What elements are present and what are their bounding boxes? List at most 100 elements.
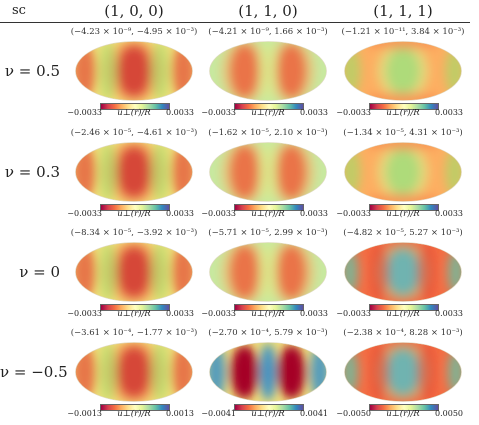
map-region — [367, 41, 439, 50]
map-region — [220, 41, 269, 101]
sphere-map — [344, 242, 462, 302]
colorbar — [100, 304, 170, 311]
range-label: (−4.82 × 10⁻⁵, 5.27 × 10⁻³) — [343, 228, 463, 238]
range-label: (−1.34 × 10⁻⁵, 4.31 × 10⁻³) — [343, 128, 463, 138]
colorbar-label: u⊥(r)/R — [117, 209, 151, 219]
map-outline — [75, 342, 193, 402]
map-region — [417, 342, 437, 402]
map-outline — [209, 342, 327, 402]
colorbar — [100, 404, 170, 411]
range-label: (−1.62 × 10⁻⁵, 2.10 × 10⁻³) — [208, 128, 328, 138]
range-label: (−8.34 × 10⁻⁵, −3.92 × 10⁻³) — [70, 228, 198, 238]
map-region — [98, 342, 118, 402]
map-region — [377, 343, 429, 401]
colorbar-max: 0.0033 — [435, 108, 463, 117]
colorbar — [369, 304, 439, 311]
map-region — [105, 242, 163, 302]
sphere-map — [344, 41, 462, 101]
map-region — [220, 242, 269, 302]
sphere-map — [209, 142, 327, 202]
map-region — [367, 193, 439, 202]
colorbar — [234, 404, 304, 411]
map-region — [310, 343, 327, 401]
map-region — [377, 42, 429, 100]
sphere-map — [75, 342, 193, 402]
colorbar-min: −0.0033 — [201, 108, 236, 117]
map-region — [259, 242, 277, 302]
map-region — [98, 142, 118, 202]
map-region — [369, 342, 389, 402]
row-label: ν = −0.5 — [0, 363, 68, 381]
colorbar-min: −0.0041 — [201, 409, 236, 418]
colorbar-min: −0.0033 — [336, 108, 371, 117]
column-header: (1, 1, 1) — [373, 2, 433, 20]
map-region — [98, 41, 118, 101]
colorbar — [234, 304, 304, 311]
sphere-map — [209, 242, 327, 302]
sphere-map — [75, 41, 193, 101]
colorbar-min: −0.0033 — [67, 209, 102, 218]
colorbar — [100, 204, 170, 211]
sphere-map — [75, 142, 193, 202]
colorbar-max: 0.0041 — [300, 409, 328, 418]
column-header: (1, 0, 0) — [104, 2, 164, 20]
colorbar — [369, 204, 439, 211]
row-label: ν = 0 — [19, 263, 60, 281]
colorbar-max: 0.0033 — [166, 108, 194, 117]
colorbar-max: 0.0033 — [435, 309, 463, 318]
map-outline — [75, 242, 193, 302]
colorbar-label: u⊥(r)/R — [386, 209, 420, 219]
colorbar-min: −0.0033 — [201, 209, 236, 218]
colorbar-label: u⊥(r)/R — [251, 309, 285, 319]
map-region — [230, 345, 259, 399]
map-region — [367, 142, 439, 151]
colorbar-max: 0.0050 — [435, 409, 463, 418]
range-label: (−1.21 × 10⁻¹¹, 3.84 × 10⁻³) — [341, 27, 465, 37]
colorbar-max: 0.0033 — [166, 209, 194, 218]
map-region — [367, 92, 439, 101]
map-region — [377, 243, 429, 301]
map-region — [220, 142, 269, 202]
map-outline — [209, 142, 327, 202]
colorbar-max: 0.0033 — [300, 309, 328, 318]
colorbar — [234, 103, 304, 110]
map-region — [268, 242, 316, 302]
colorbar — [100, 103, 170, 110]
header-rule — [0, 22, 470, 23]
colorbar-label: u⊥(r)/R — [386, 309, 420, 319]
colorbar-min: −0.0050 — [336, 409, 371, 418]
sphere-map — [209, 342, 327, 402]
map-outline — [344, 342, 462, 402]
map-outline — [209, 242, 327, 302]
colorbar — [369, 103, 439, 110]
map-region — [150, 142, 170, 202]
row-label: ν = 0.3 — [4, 163, 60, 181]
range-label: (−3.61 × 10⁻⁴, −1.77 × 10⁻³) — [70, 328, 198, 338]
colorbar-label: u⊥(r)/R — [251, 108, 285, 118]
sphere-map — [344, 142, 462, 202]
colorbar — [234, 204, 304, 211]
map-region — [105, 41, 163, 101]
colorbar-label: u⊥(r)/R — [117, 409, 151, 419]
map-region — [417, 242, 437, 302]
colorbar-min: −0.0033 — [201, 309, 236, 318]
map-region — [209, 343, 226, 401]
corner-label: sc — [12, 3, 26, 18]
range-label: (−2.70 × 10⁻⁴, 5.79 × 10⁻³) — [208, 328, 328, 338]
colorbar-min: −0.0033 — [336, 309, 371, 318]
map-region — [105, 342, 163, 402]
map-region — [150, 342, 170, 402]
range-label: (−5.71 × 10⁻⁵, 2.99 × 10⁻³) — [208, 228, 328, 238]
colorbar-max: 0.0033 — [300, 108, 328, 117]
range-label: (−2.46 × 10⁻⁵, −4.61 × 10⁻³) — [70, 128, 198, 138]
map-region — [268, 142, 316, 202]
colorbar-label: u⊥(r)/R — [386, 108, 420, 118]
map-outline — [344, 242, 462, 302]
map-outline — [344, 41, 462, 101]
map-outline — [209, 41, 327, 101]
sphere-map — [209, 41, 327, 101]
colorbar-max: 0.0033 — [435, 209, 463, 218]
colorbar-label: u⊥(r)/R — [251, 209, 285, 219]
map-region — [150, 41, 170, 101]
colorbar-max: 0.0033 — [300, 209, 328, 218]
